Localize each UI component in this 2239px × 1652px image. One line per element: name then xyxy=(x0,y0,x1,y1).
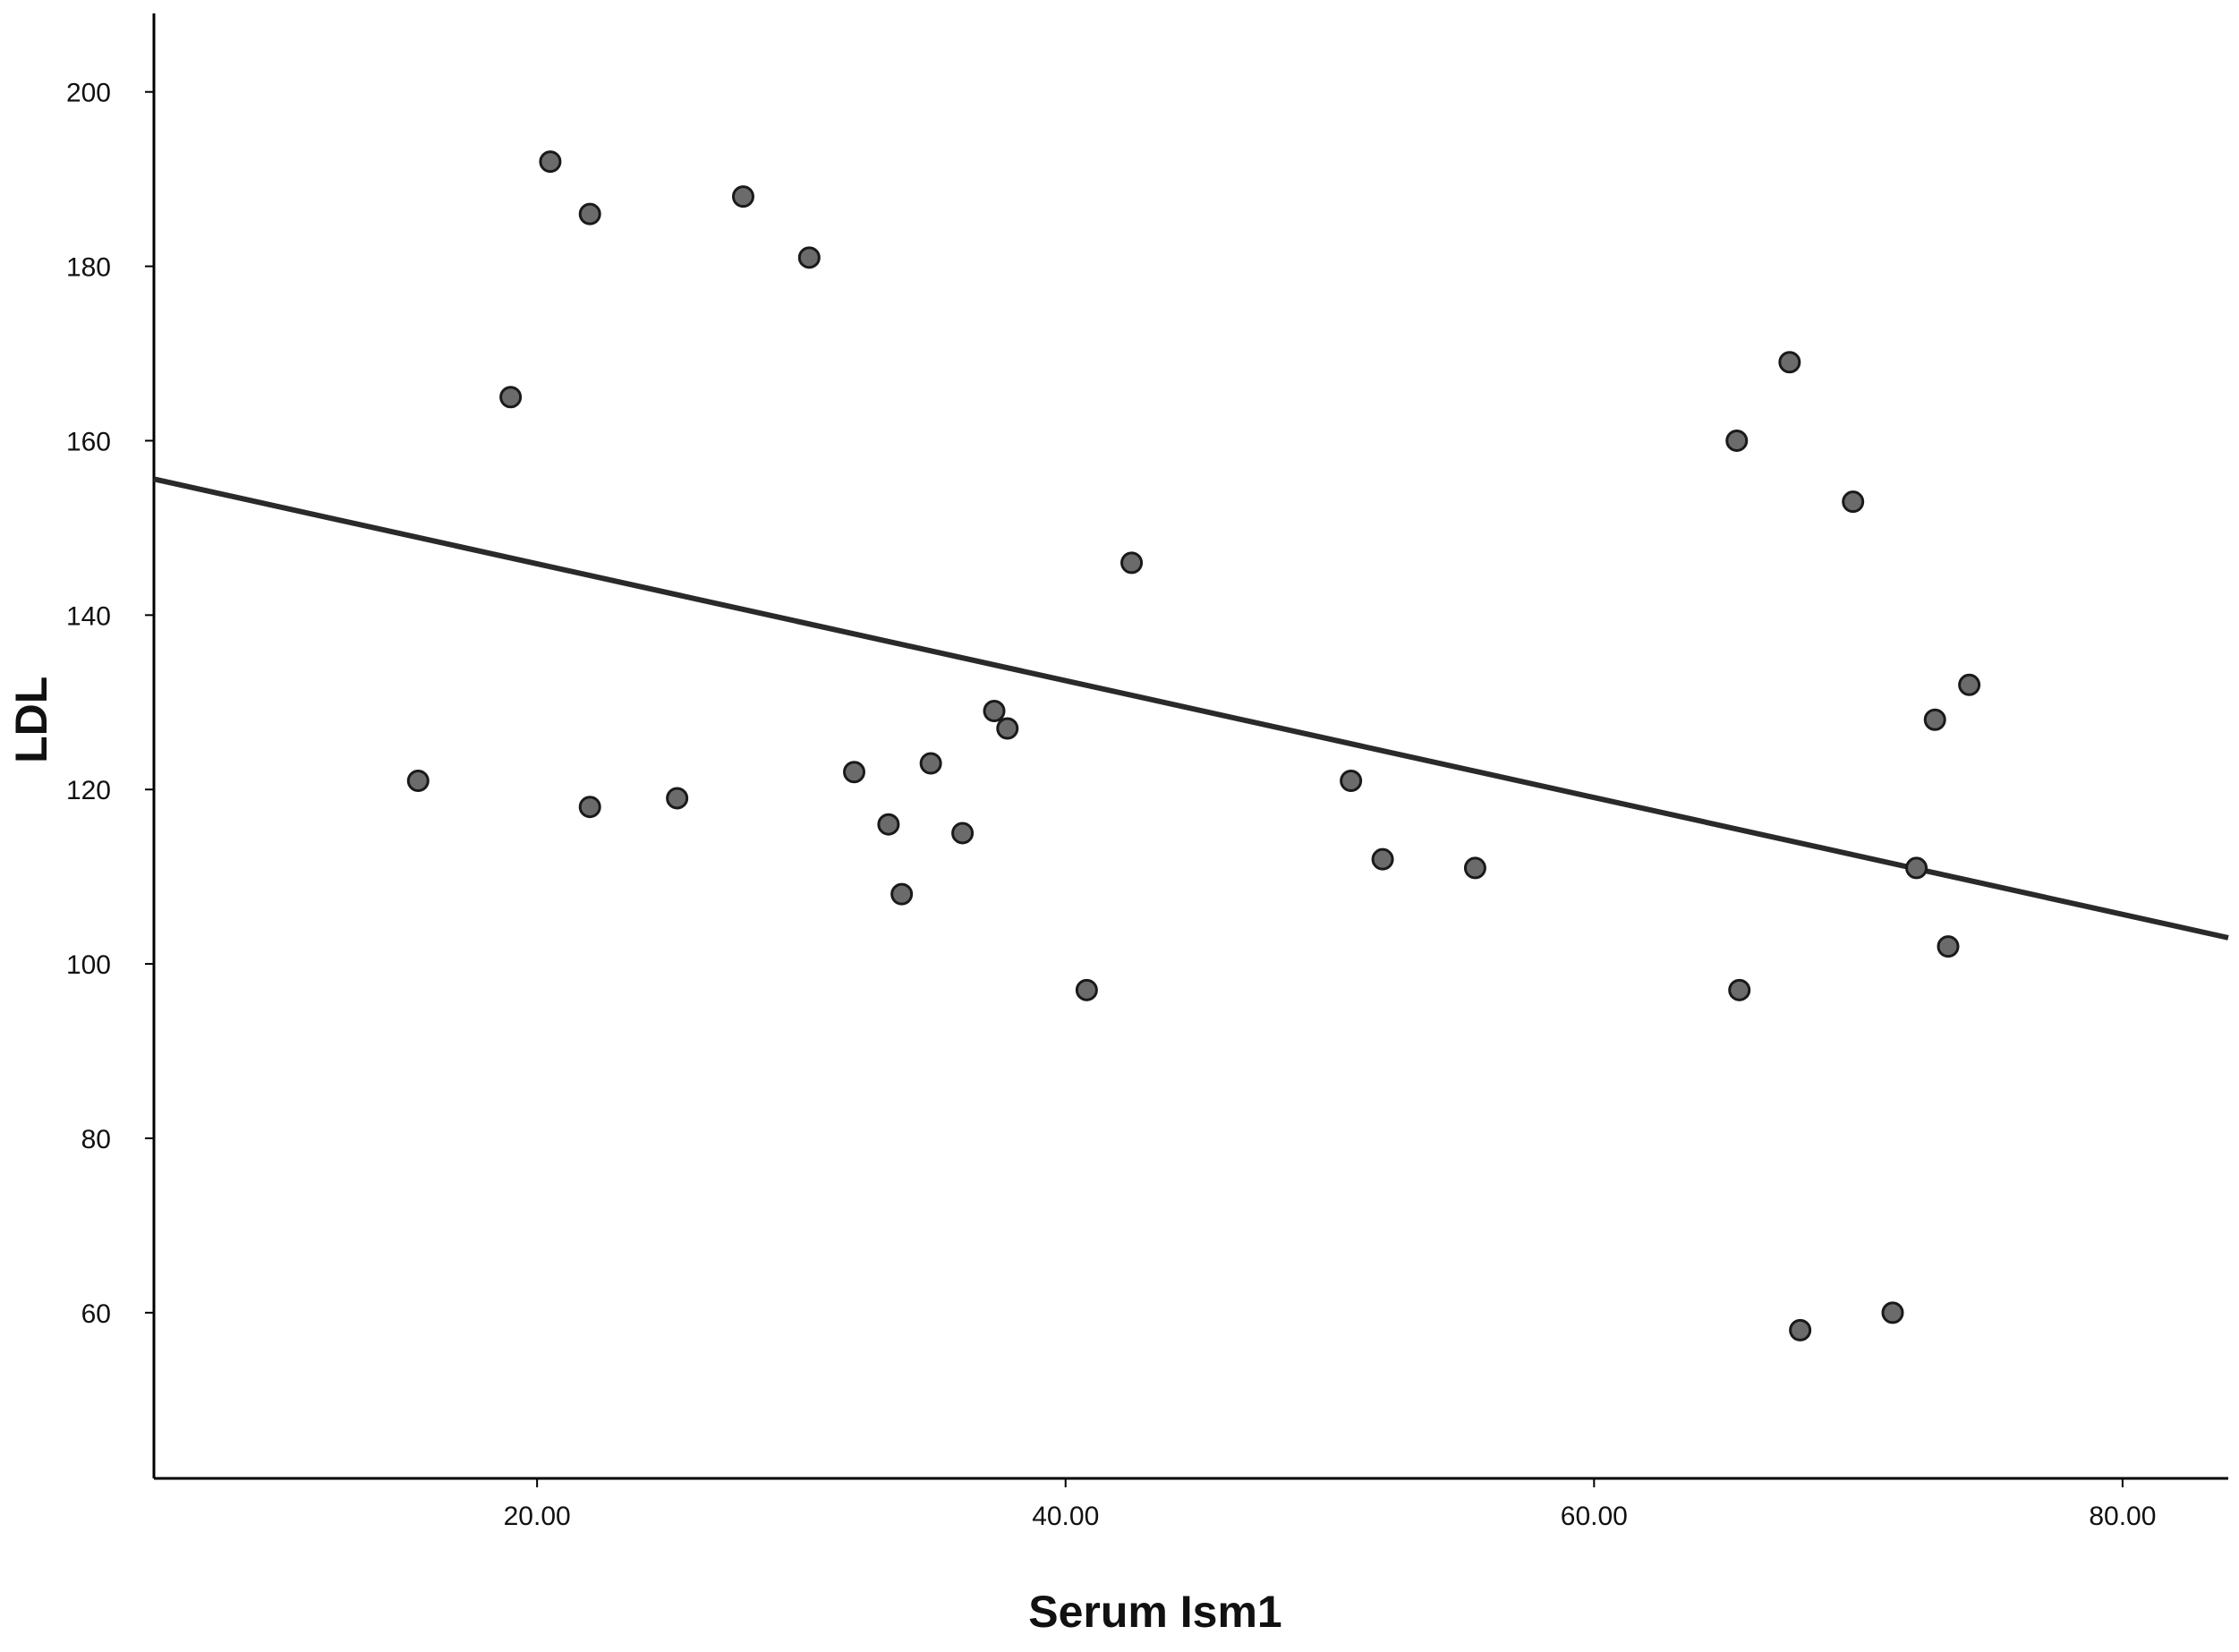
scatter-point xyxy=(731,185,754,209)
scatter-point xyxy=(1923,708,1946,731)
axes: 20.00 40.00 60.00 80.00 60 80 100 120 140 160 180 2… xyxy=(66,13,2228,1531)
scatter-point xyxy=(1778,351,1801,374)
scatter-point xyxy=(578,796,601,819)
scatter-point xyxy=(919,752,942,775)
y-tick-label: 120 xyxy=(66,776,111,805)
scatter-point xyxy=(1463,856,1486,880)
scatter-point xyxy=(1728,978,1751,1001)
x-tick-label: 60.00 xyxy=(1561,1502,1628,1531)
y-tick-label: 80 xyxy=(81,1125,111,1154)
scatter-point xyxy=(797,246,821,269)
scatter-point xyxy=(951,822,975,845)
scatter-point xyxy=(877,813,900,836)
points-group xyxy=(406,150,1981,1341)
scatter-point xyxy=(1075,978,1098,1001)
y-tick-label: 140 xyxy=(66,601,111,631)
scatter-point xyxy=(1881,1301,1904,1324)
y-tick-label: 180 xyxy=(66,253,111,283)
scatter-point xyxy=(996,717,1019,740)
scatter-point xyxy=(1371,847,1394,871)
x-axis-title: Serum Ism1 xyxy=(1028,1587,1281,1637)
x-tick-label: 40.00 xyxy=(1032,1502,1099,1531)
scatter-point xyxy=(1905,856,1928,880)
scatter-point xyxy=(1958,673,1981,696)
scatter-point xyxy=(578,202,601,226)
scatter-point xyxy=(406,769,430,792)
scatter-point xyxy=(1340,769,1363,792)
scatter-point xyxy=(983,700,1006,723)
scatter-point xyxy=(1120,551,1144,575)
y-tick-label: 200 xyxy=(66,79,111,108)
fit-line-group xyxy=(153,476,2229,941)
scatter-point xyxy=(539,150,562,174)
x-tick-label: 20.00 xyxy=(504,1502,571,1531)
y-axis-title: LDL xyxy=(6,677,56,763)
regression-line xyxy=(153,476,2229,941)
scatter-point xyxy=(499,386,523,409)
scatter-point xyxy=(1842,490,1865,514)
scatter-point xyxy=(666,787,689,810)
y-tick-label: 160 xyxy=(66,427,111,456)
scatter-point xyxy=(1937,935,1960,958)
scatter-point xyxy=(1725,429,1749,452)
x-tick-label: 80.00 xyxy=(2089,1502,2156,1531)
y-tick-label: 100 xyxy=(66,950,111,980)
scatter-point xyxy=(890,882,914,906)
scatter-point xyxy=(843,761,866,784)
scatter-point xyxy=(1789,1318,1812,1341)
y-tick-label: 60 xyxy=(81,1299,111,1329)
